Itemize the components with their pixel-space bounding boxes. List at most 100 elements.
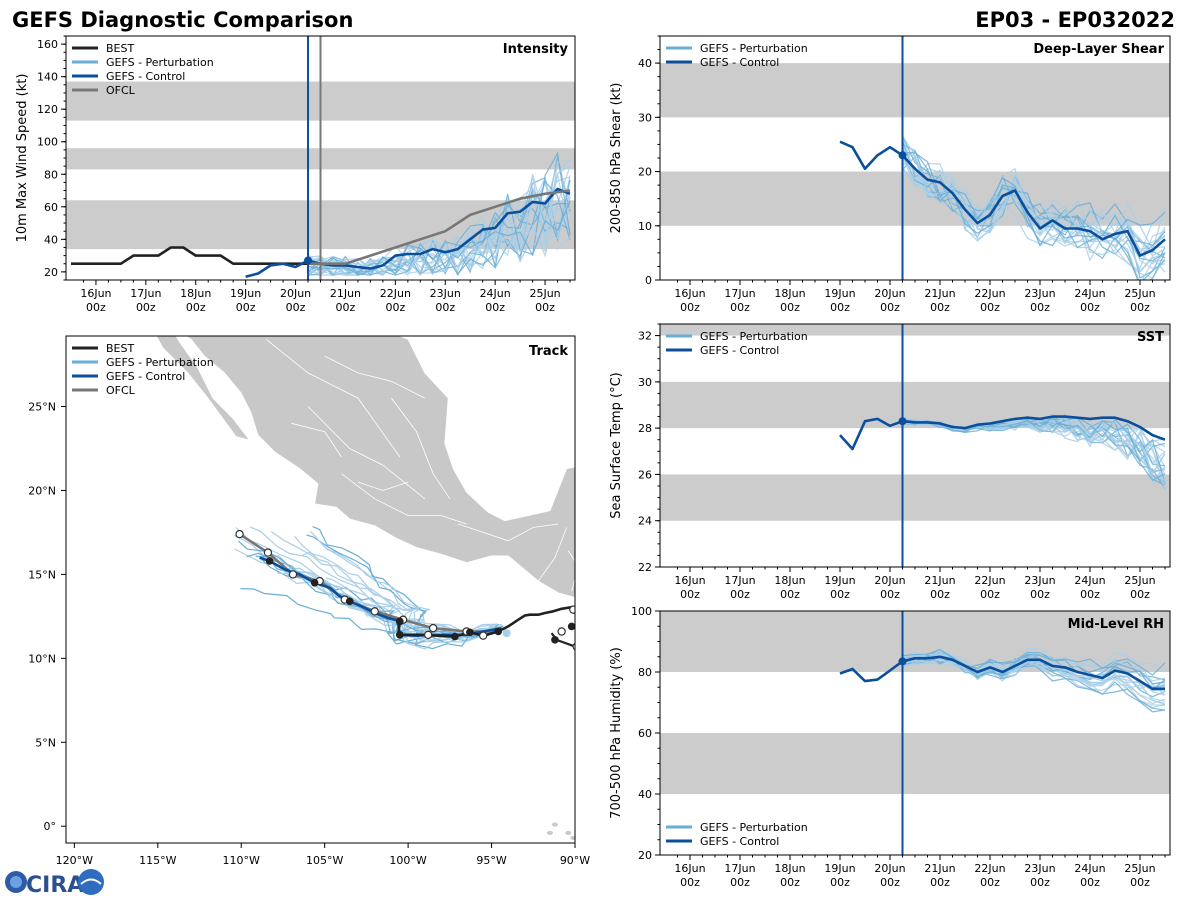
track-legend-label: GEFS - Perturbation: [106, 356, 214, 369]
rh-panel: 2040608010016Jun00z17Jun00z18Jun00z19Jun…: [609, 605, 1171, 889]
intensity-ytick-label: 100: [37, 136, 58, 149]
intensity-marker-control: [304, 256, 313, 265]
best-track-point: [395, 631, 404, 639]
mainland-landmass: [185, 336, 575, 598]
rh-ylabel: 700-500 hPa Humidity (%): [609, 647, 624, 819]
sst-ytick-label: 30: [638, 376, 652, 389]
shear-band-1: [660, 63, 1170, 118]
sst-ytick-label: 28: [638, 422, 652, 435]
state-border: [266, 339, 401, 458]
sst-band-2: [660, 324, 1170, 336]
shear-xtick-label: 00z: [680, 301, 700, 314]
shear-xtick-label: 23Jun: [1024, 287, 1055, 300]
intensity-xtick-label: 16Jun: [80, 287, 111, 300]
track-ytick-label: 15°N: [28, 568, 56, 581]
shear-xtick-label: 21Jun: [924, 287, 955, 300]
rh-xtick-label: 17Jun: [724, 862, 755, 875]
shear-xtick-label: 17Jun: [724, 287, 755, 300]
track-frame: [65, 335, 576, 844]
rh-xtick-label: 19Jun: [824, 862, 855, 875]
shear-ytick-label: 40: [638, 57, 652, 70]
intensity-perturbation-member: [307, 196, 571, 276]
shear-xtick-label: 00z: [930, 301, 950, 314]
shear-xtick-label: 00z: [980, 301, 1000, 314]
intensity-xtick-label: 00z: [336, 301, 356, 314]
track-panel: 120°W 115°W 110°W 105°W 100°W 95°W 90°W 0° 5°N 10…: [28, 335, 590, 867]
rh-perturbation-member: [902, 648, 1166, 685]
shear-ytick-label: 0: [645, 274, 652, 287]
track-xtick-label: 105°W: [306, 854, 343, 867]
shear-xtick-label: 20Jun: [874, 287, 905, 300]
best-track-point: [567, 622, 575, 631]
ofcl-track-point: [428, 623, 438, 633]
galapagos-island: [570, 835, 575, 840]
sst-ylabel: Sea Surface Temp (°C): [609, 372, 624, 519]
shear-ytick-label: 30: [638, 111, 652, 124]
intensity-perturbation-member: [307, 159, 571, 276]
shear-panel: 01020304016Jun00z17Jun00z18Jun00z19Jun00…: [609, 35, 1171, 314]
rh-xtick-label: 00z: [980, 876, 1000, 889]
shear-perturbation-member: [902, 147, 1166, 270]
best-track-point-open: [479, 631, 488, 640]
state-border: [341, 473, 467, 525]
sst-xtick-label: 21Jun: [924, 574, 955, 587]
shear-perturbation-member: [902, 152, 1166, 280]
rh-xtick-label: 00z: [680, 876, 700, 889]
track-xtick-label: 115°W: [139, 854, 176, 867]
track-title: Track: [529, 344, 568, 359]
intensity-xtick-label: 18Jun: [180, 287, 211, 300]
shear-xtick-label: 00z: [830, 301, 850, 314]
cira-logo: CIRA: [5, 869, 104, 898]
shear-xtick-label: 18Jun: [774, 287, 805, 300]
rh-ytick-label: 20: [638, 849, 652, 862]
intensity-xtick-label: 00z: [236, 301, 256, 314]
best-track-point-open: [569, 605, 575, 614]
intensity-panel: 2040608010012014016016Jun00z17Jun00z18Ju…: [15, 35, 576, 314]
shear-perturbation-member: [901, 144, 1166, 279]
sst-xtick-label: 19Jun: [824, 574, 855, 587]
shear-xtick-label: 19Jun: [824, 287, 855, 300]
sst-xtick-label: 00z: [680, 588, 700, 601]
sst-xtick-label: 22Jun: [974, 574, 1005, 587]
rh-legend-label: GEFS - Perturbation: [700, 821, 808, 834]
shear-plot-area: [839, 135, 1166, 280]
galapagos-island: [546, 830, 553, 835]
sst-xtick-label: 25Jun: [1124, 574, 1155, 587]
state-border: [391, 397, 451, 500]
rh-xtick-label: 00z: [930, 876, 950, 889]
sst-xtick-label: 00z: [830, 588, 850, 601]
perturbation-track: [234, 534, 499, 634]
shear-xtick-label: 00z: [1130, 301, 1150, 314]
track-xtick-label: 100°W: [389, 854, 426, 867]
shear-xtick-label: 16Jun: [674, 287, 705, 300]
sst-xtick-label: 24Jun: [1074, 574, 1105, 587]
sst-xtick-label: 00z: [730, 588, 750, 601]
sst-line-control: [839, 415, 1166, 451]
intensity-xtick-label: 20Jun: [280, 287, 311, 300]
intensity-legend-label: GEFS - Perturbation: [106, 56, 214, 69]
rh-xtick-label: 00z: [830, 876, 850, 889]
galapagos-island: [551, 822, 558, 827]
rh-perturbation-member: [902, 652, 1166, 682]
figure-title: GEFS Diagnostic Comparison: [12, 8, 353, 32]
rh-xtick-label: 00z: [1080, 876, 1100, 889]
shear-xtick-label: 00z: [1080, 301, 1100, 314]
best-track-point: [451, 632, 459, 641]
intensity-xtick-label: 00z: [86, 301, 106, 314]
control-track-point: [345, 597, 354, 606]
rh-xtick-label: 00z: [780, 876, 800, 889]
intensity-xtick-label: 17Jun: [130, 287, 161, 300]
state-border: [537, 527, 568, 582]
rh-xtick-label: 00z: [1130, 876, 1150, 889]
shear-xtick-label: 24Jun: [1074, 287, 1105, 300]
state-border: [357, 481, 409, 491]
sst-xtick-label: 00z: [780, 588, 800, 601]
rh-xtick-label: 22Jun: [974, 862, 1005, 875]
rh-xtick-label: 25Jun: [1124, 862, 1155, 875]
perturbation-track: [235, 527, 502, 634]
shear-ytick-label: 10: [638, 220, 652, 233]
intensity-xtick-label: 19Jun: [230, 287, 261, 300]
sst-plot-area: [839, 414, 1166, 492]
shear-line-control: [839, 140, 1166, 257]
